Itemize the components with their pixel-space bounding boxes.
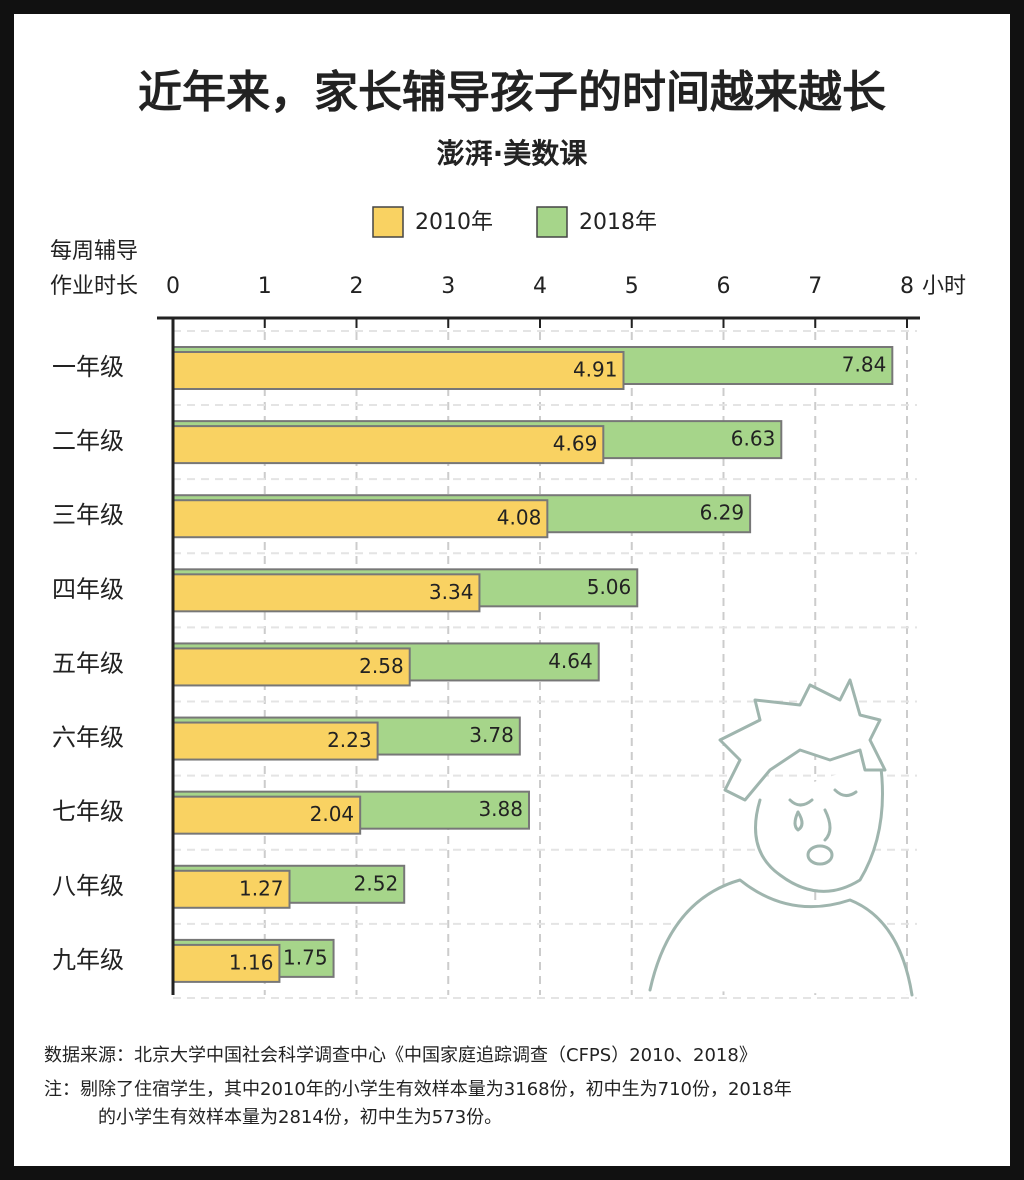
bar	[172, 425, 605, 465]
value-label: 2.23	[327, 728, 372, 752]
y-tick-label: 九年级	[52, 946, 124, 974]
value-label: 5.06	[587, 575, 632, 599]
value-label: 1.75	[283, 945, 328, 969]
x-tick-label: 1	[258, 274, 272, 299]
bar	[172, 943, 281, 983]
legend-label: 2018年	[579, 210, 657, 235]
y-axis-label: 每周辅导	[50, 239, 138, 264]
value-label: 6.63	[731, 427, 776, 451]
x-tick-label: 6	[717, 274, 731, 299]
value-label: 1.16	[229, 950, 274, 974]
bar	[172, 573, 481, 613]
value-label: 4.64	[548, 649, 593, 673]
bar	[172, 647, 411, 687]
bar	[172, 351, 625, 390]
legend-swatch	[372, 206, 404, 238]
chart-title: 近年来，家长辅导孩子的时间越来越长	[138, 67, 886, 118]
value-label: 2.52	[354, 871, 399, 895]
bars: 7.84 4.91 6.63 4.69 6.29 4.08 5.06 3.34 4.64 2.58…	[172, 346, 894, 983]
legend-swatch	[536, 206, 568, 238]
value-label: 3.78	[469, 723, 514, 747]
note: 注：剔除了住宿学生，其中2010年的小学生有效样本量为3168份，初中生为710…	[44, 1079, 792, 1100]
value-label: 6.29	[700, 501, 745, 525]
value-label: 4.08	[497, 506, 542, 530]
x-tick-label: 4	[533, 274, 547, 299]
x-tick-label: 8	[900, 274, 914, 299]
value-label: 4.69	[553, 432, 598, 456]
y-tick-label: 八年级	[52, 872, 124, 900]
value-label: 4.91	[573, 358, 618, 382]
bar	[172, 499, 549, 539]
subtitle: 澎湃·美数课	[437, 137, 589, 170]
x-tick-label: 0	[166, 274, 180, 299]
illustration	[648, 678, 914, 997]
value-label: 3.34	[429, 580, 474, 604]
x-tick-label: 7	[808, 274, 822, 299]
bar	[172, 869, 291, 909]
y-tick-label: 七年级	[52, 798, 124, 826]
value-label: 2.04	[310, 802, 355, 826]
y-tick-label: 一年级	[52, 353, 124, 381]
bar	[172, 721, 379, 761]
y-tick-label: 四年级	[52, 575, 124, 603]
legend-label: 2010年	[415, 210, 493, 235]
y-tick-label: 六年级	[52, 724, 124, 752]
value-label: 7.84	[842, 353, 887, 377]
value-label: 2.58	[359, 654, 404, 678]
source: 数据来源：北京大学中国社会科学调查中心《中国家庭追踪调查（CFPS）2010、2…	[44, 1045, 757, 1066]
x-tick-label: 2	[350, 274, 364, 299]
value-label: 1.27	[239, 876, 284, 900]
bar	[172, 795, 362, 835]
note: 的小学生有效样本量为2814份，初中生为573份。	[98, 1107, 502, 1128]
y-axis-label: 作业时长	[50, 274, 138, 299]
y-tick-label: 三年级	[52, 501, 124, 529]
x-unit: 小时	[922, 274, 966, 299]
x-tick-label: 5	[625, 274, 639, 299]
x-tick-label: 3	[441, 274, 455, 299]
value-label: 3.88	[478, 797, 523, 821]
y-tick-label: 二年级	[52, 427, 124, 455]
y-tick-label: 五年级	[52, 649, 124, 677]
